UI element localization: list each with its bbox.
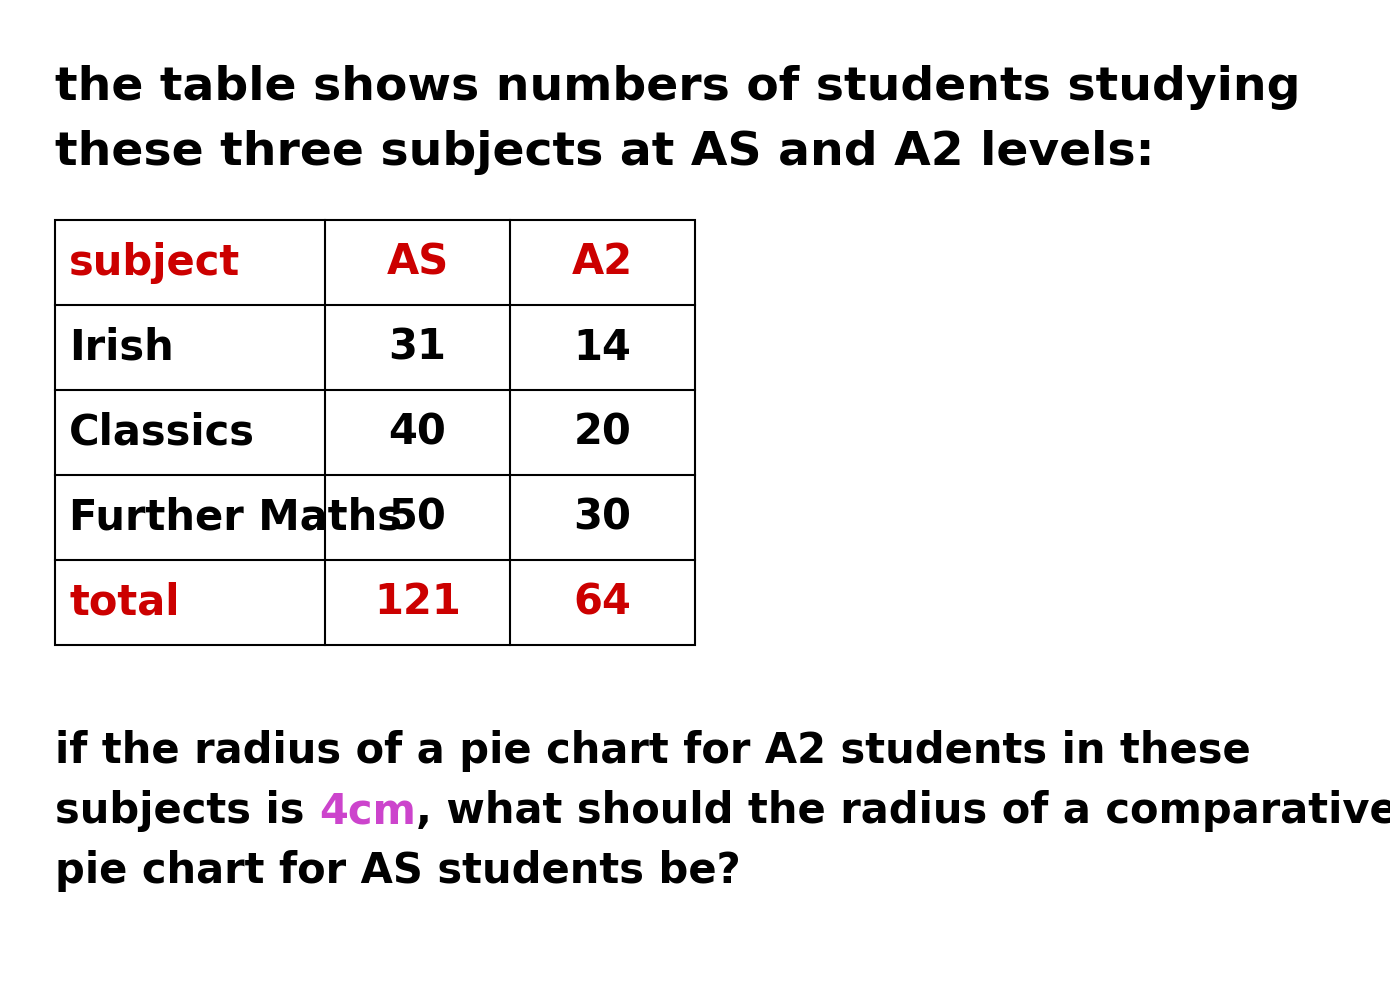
Text: , what should the radius of a comparative: , what should the radius of a comparativ… xyxy=(416,790,1390,832)
Text: 64: 64 xyxy=(574,582,631,624)
Text: 4cm: 4cm xyxy=(318,790,416,832)
Text: Irish: Irish xyxy=(70,327,174,369)
Text: subjects is: subjects is xyxy=(56,790,318,832)
Text: 31: 31 xyxy=(388,327,446,369)
Text: total: total xyxy=(70,582,179,624)
Text: 50: 50 xyxy=(389,497,446,538)
Text: Classics: Classics xyxy=(70,411,254,454)
Text: the table shows numbers of students studying: the table shows numbers of students stud… xyxy=(56,65,1301,110)
Text: Further Maths: Further Maths xyxy=(70,497,402,538)
Text: pie chart for AS students be?: pie chart for AS students be? xyxy=(56,850,741,892)
Text: these three subjects at AS and A2 levels:: these three subjects at AS and A2 levels… xyxy=(56,130,1155,175)
Text: 121: 121 xyxy=(374,582,461,624)
Text: A2: A2 xyxy=(571,242,632,283)
Text: 14: 14 xyxy=(574,327,631,369)
Text: 40: 40 xyxy=(389,411,446,454)
Text: 20: 20 xyxy=(574,411,631,454)
Text: AS: AS xyxy=(386,242,449,283)
Text: subject: subject xyxy=(70,242,240,283)
Text: if the radius of a pie chart for A2 students in these: if the radius of a pie chart for A2 stud… xyxy=(56,730,1251,772)
Text: 30: 30 xyxy=(574,497,631,538)
